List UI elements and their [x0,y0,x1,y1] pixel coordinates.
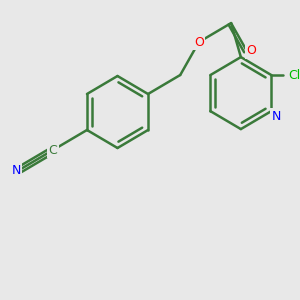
Text: O: O [247,44,256,57]
Text: O: O [194,36,204,49]
Text: N: N [11,164,21,176]
Text: C: C [49,143,57,157]
Text: N: N [272,110,281,123]
Text: Cl: Cl [288,69,300,82]
